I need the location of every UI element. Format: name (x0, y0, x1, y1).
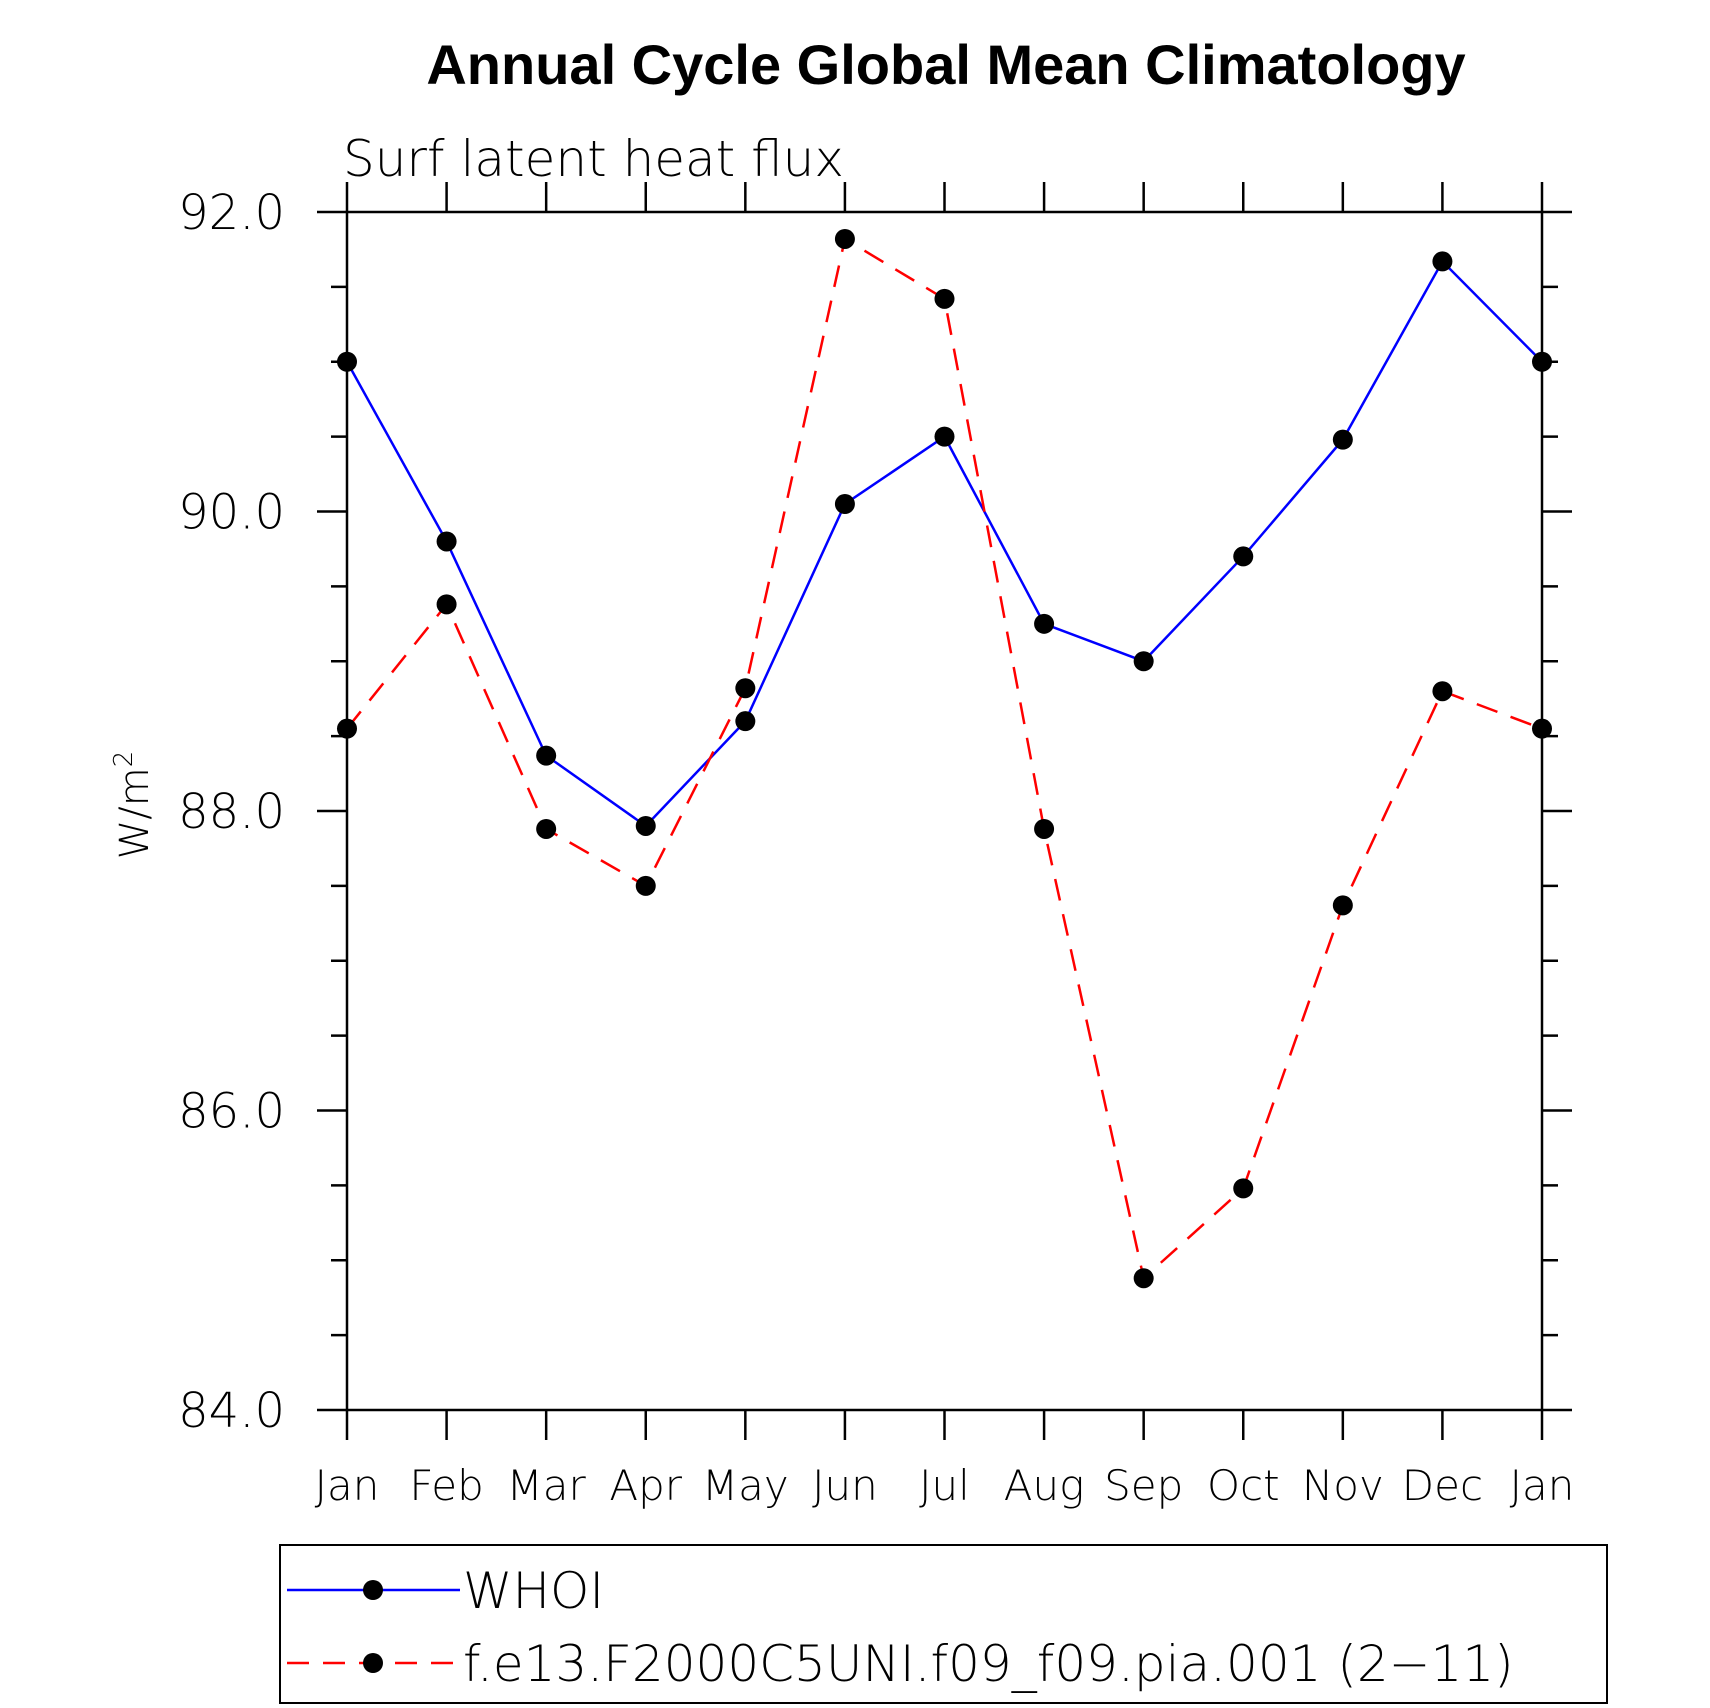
y-tick-label: 84.0 (178, 1383, 285, 1439)
x-tick-label: Apr (609, 1461, 682, 1510)
x-tick-label: Jan (315, 1461, 380, 1510)
x-tick-label: Oct (1207, 1461, 1280, 1510)
data-point-1 (1133, 1268, 1154, 1289)
data-point-1 (436, 594, 457, 615)
legend-label-whoi: WHOI (463, 1562, 604, 1620)
data-point-1 (1332, 895, 1353, 916)
y-tick-label: 88.0 (178, 784, 285, 840)
data-point-0 (1233, 546, 1254, 567)
data-point-0 (1332, 429, 1353, 450)
data-point-1 (1532, 718, 1552, 739)
x-tick-label: Dec (1402, 1461, 1483, 1510)
plot-axes: 84.0 86.0 88.0 90.0 92.0 Jan Feb Mar Apr May Jun Ju… (178, 182, 1574, 1510)
data-point-0 (934, 426, 955, 447)
data-point-1 (1432, 681, 1453, 702)
chart-subtitle: Surf latent heat flux (343, 130, 844, 188)
plot-frame (345, 210, 1544, 1412)
x-tick-label: May (702, 1461, 789, 1510)
x-tick-label: Sep (1104, 1461, 1183, 1510)
data-point-1 (337, 718, 357, 739)
legend-label-model: f.e13.F2000C5UNI.f09_f09.pia.001 (2−11) (463, 1635, 1514, 1693)
data-point-0 (735, 711, 756, 732)
data-point-0 (536, 745, 557, 766)
data-point-1 (834, 228, 855, 249)
y-tick-label: 92.0 (178, 185, 285, 241)
x-tick-label: Nov (1302, 1461, 1384, 1510)
data-point-1 (536, 818, 557, 839)
data-point-0 (1532, 351, 1552, 372)
series-line-1 (346, 236, 1543, 1281)
x-tick-label: Jan (1510, 1461, 1575, 1510)
x-tick-label: Feb (409, 1461, 483, 1510)
data-point-1 (934, 288, 955, 309)
y-axis-label-text: W/m (112, 767, 158, 859)
legend: WHOI f.e13.F2000C5UNI.f09_f09.pia.001 (2… (279, 1544, 1608, 1704)
y-axis-label: W/m2 (109, 751, 158, 860)
data-point-0 (1432, 251, 1453, 272)
x-tick-label: Mar (507, 1461, 587, 1510)
x-tick-label: Jun (812, 1461, 878, 1510)
data-point-1 (735, 678, 756, 699)
data-point-0 (834, 494, 855, 515)
data-point-1 (635, 875, 656, 896)
x-tick-label: Aug (1004, 1461, 1085, 1510)
y-tick-label: 86.0 (178, 1084, 285, 1140)
data-point-0 (635, 815, 656, 836)
data-point-1 (1034, 818, 1055, 839)
legend-marker-model (363, 1653, 383, 1673)
y-axis-label-superscript: 2 (109, 751, 139, 768)
legend-marker-whoi (363, 1580, 383, 1600)
data-point-0 (436, 531, 457, 552)
data-point-0 (1034, 613, 1055, 634)
legend-box (279, 1544, 1608, 1704)
y-tick-label: 90.0 (178, 485, 285, 541)
series-layer (337, 228, 1552, 1289)
data-point-0 (1133, 651, 1154, 672)
x-tick-label: Jul (919, 1461, 970, 1510)
data-point-1 (1233, 1178, 1254, 1199)
chart-title: Annual Cycle Global Mean Climatology (426, 33, 1465, 96)
series-line-0 (345, 259, 1543, 828)
data-point-0 (337, 351, 357, 372)
